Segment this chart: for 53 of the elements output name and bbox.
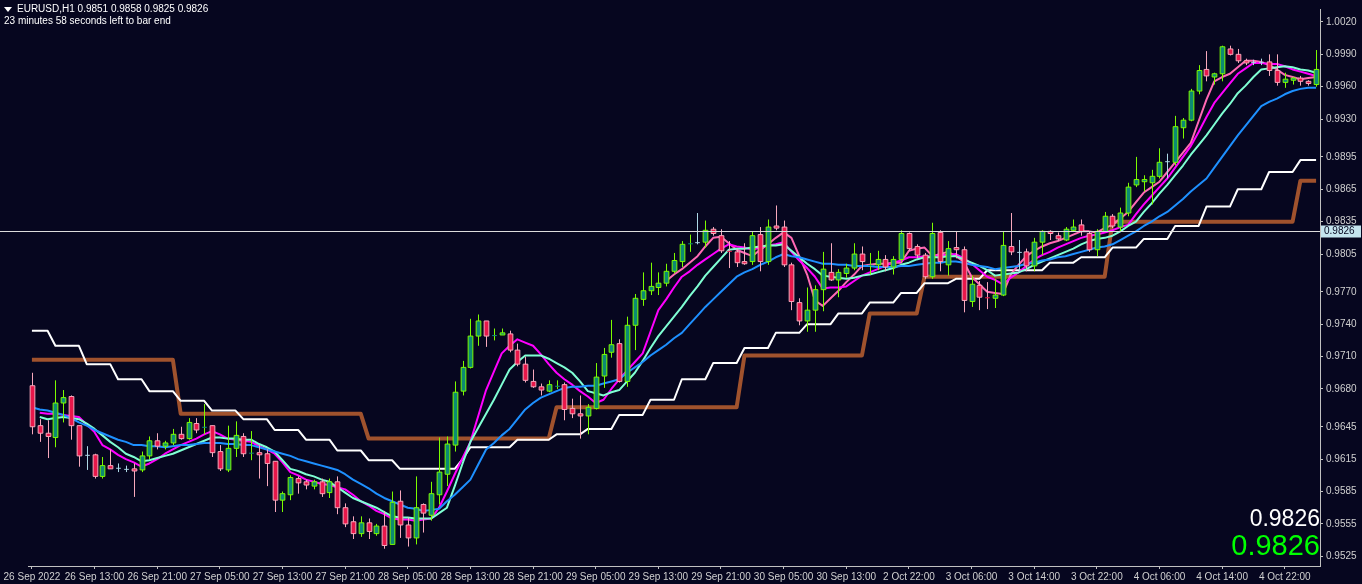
- candlestick: [688, 234, 693, 253]
- y-tick-label: 0.9865: [1326, 183, 1358, 195]
- x-tick-label: 27 Sep 05:00: [190, 570, 251, 582]
- y-tick-label: 0.9770: [1326, 285, 1358, 297]
- chart-title: EURUSD,H1 0.9851 0.9858 0.9825 0.9826: [17, 3, 209, 15]
- x-tick-label: 27 Sep 13:00: [252, 570, 313, 582]
- x-tick-label: 30 Sep 13:00: [816, 570, 877, 582]
- candlestick: [1165, 153, 1170, 179]
- x-tick-label: 29 Sep 21:00: [691, 570, 752, 582]
- x-tick-label: 29 Sep 05:00: [565, 570, 626, 582]
- y-tick-label: 0.9805: [1326, 247, 1358, 259]
- candlestick: [85, 445, 90, 471]
- x-tick-label: 28 Sep 05:00: [378, 570, 438, 582]
- y-tick-label: 0.9680: [1326, 382, 1358, 394]
- x-tick-label: 26 Sep 2022: [3, 570, 61, 582]
- annotation: 0.9826: [1249, 505, 1320, 531]
- y-tick-label: 0.9645: [1326, 420, 1358, 432]
- x-tick-label: 29 Sep 13:00: [628, 570, 689, 582]
- candlestick: [695, 212, 700, 245]
- candlestick: [727, 240, 732, 269]
- y-tick-label: 0.9930: [1326, 112, 1358, 124]
- y-tick-label: 0.9990: [1326, 48, 1358, 60]
- x-tick-label: 26 Sep 21:00: [127, 570, 188, 582]
- x-tick-label: 4 Oct 14:00: [1196, 570, 1249, 582]
- y-tick-label: 0.9525: [1326, 550, 1358, 562]
- x-tick-label: 30 Sep 05:00: [753, 570, 814, 582]
- x-tick-label: 2 Oct 22:00: [883, 570, 936, 582]
- candlestick: [1017, 239, 1022, 272]
- ref-line-label: 0.9826: [1324, 225, 1356, 237]
- x-tick-label: 4 Oct 22:00: [1258, 570, 1312, 582]
- x-tick-label: 27 Sep 21:00: [315, 570, 376, 582]
- candlestick: [985, 281, 990, 310]
- text: 23 minutes 58 seconds left to bar end: [4, 15, 172, 27]
- x-tick-label: 4 Oct 06:00: [1133, 570, 1186, 582]
- y-tick-label: 0.9960: [1326, 80, 1358, 92]
- x-tick-label: 3 Oct 22:00: [1070, 570, 1124, 582]
- y-tick-label: 0.9740: [1326, 317, 1358, 329]
- y-tick-label: 0.9615: [1326, 452, 1358, 464]
- y-tick-label: 0.9710: [1326, 350, 1358, 362]
- y-tick-label: 0.9555: [1326, 517, 1358, 529]
- candlestick: [249, 430, 254, 461]
- x-tick-label: 3 Oct 06:00: [945, 570, 998, 582]
- x-tick-label: 28 Sep 13:00: [440, 570, 501, 582]
- candlestick: [202, 403, 207, 435]
- x-tick-label: 26 Sep 13:00: [64, 570, 125, 582]
- annotation: 0.9826: [1231, 529, 1320, 561]
- candlestick: [868, 252, 873, 276]
- x-tick-label: 3 Oct 14:00: [1008, 570, 1061, 582]
- x-tick-label: 28 Sep 21:00: [503, 570, 564, 582]
- y-tick-label: 0.9895: [1326, 150, 1358, 162]
- y-tick-label: 0.9835: [1326, 215, 1358, 227]
- y-tick-label: 1.0020: [1326, 15, 1358, 27]
- y-tick-label: 0.9585: [1326, 485, 1358, 497]
